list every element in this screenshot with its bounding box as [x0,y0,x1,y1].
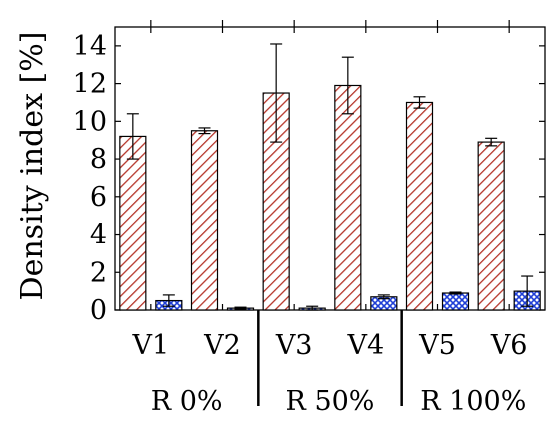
plot-area: 0 2 4 6 8 10 12 14 V1 V2 V3 V4 V5 V6 R 0% R 50% R 100% [73,20,546,417]
bar-series-1 [477,141,505,311]
group-label: R 50% [286,386,375,417]
x-tick-label: V5 [418,330,456,361]
plot-frame [114,26,546,311]
y-tick-label: 14 [73,31,107,62]
group-label: R 100% [420,386,526,417]
y-tick-label: 10 [73,106,107,137]
x-tick-label: V3 [275,330,313,361]
bar-series-2 [441,292,470,311]
x-tick-label: V6 [490,330,528,361]
bar-series-1 [334,84,362,311]
group-label: R 0% [151,386,223,417]
bar-series-1 [405,101,434,311]
bar-series-1 [119,135,147,311]
x-tick-label: V2 [203,330,241,361]
bar-series-1 [190,130,219,311]
x-tick-label: V4 [346,330,384,361]
x-tick-label: V1 [131,330,169,361]
y-tick-label: 12 [73,69,107,100]
y-tick-label: 8 [90,144,107,175]
y-tick-label: 4 [90,220,107,251]
y-axis-label: Density index [%] [15,32,50,301]
y-tick-label: 6 [90,182,107,213]
y-tick-label: 2 [90,257,107,288]
y-tick-label: 0 [90,295,107,326]
